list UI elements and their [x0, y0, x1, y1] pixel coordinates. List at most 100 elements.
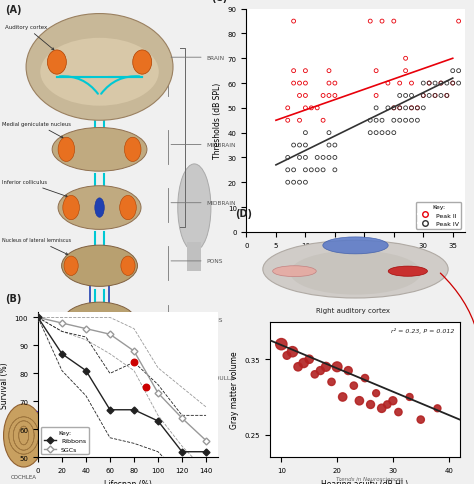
Point: [333, 363, 341, 371]
Point: [331, 80, 338, 88]
Point: [402, 117, 410, 125]
Point: [356, 397, 363, 405]
Ellipse shape: [52, 128, 147, 172]
Point: [396, 92, 403, 100]
Point: [311, 371, 319, 378]
Point: [408, 105, 415, 112]
Point: [383, 401, 391, 408]
Point: [325, 92, 333, 100]
X-axis label: Age (Years): Age (Years): [334, 254, 377, 262]
Point: [305, 356, 313, 363]
Ellipse shape: [26, 15, 173, 121]
Point: [130, 359, 138, 366]
Point: [361, 375, 369, 382]
Point: [455, 68, 463, 76]
Point: [455, 80, 463, 88]
Ellipse shape: [95, 198, 104, 218]
Point: [296, 154, 303, 162]
Legend: Ribbons, SGCs: Ribbons, SGCs: [41, 427, 89, 454]
Point: [296, 142, 303, 150]
Point: [378, 117, 386, 125]
Point: [290, 166, 297, 174]
Point: [284, 179, 292, 187]
Point: [325, 68, 333, 76]
Text: Trends in Neurosciences: Trends in Neurosciences: [336, 476, 403, 481]
Ellipse shape: [62, 246, 137, 287]
Point: [437, 80, 445, 88]
Point: [434, 405, 441, 412]
Bar: [187, 242, 201, 271]
Point: [406, 393, 413, 401]
Point: [350, 382, 357, 390]
Point: [437, 80, 445, 88]
Point: [402, 55, 410, 63]
Ellipse shape: [119, 196, 137, 220]
Point: [402, 68, 410, 76]
Ellipse shape: [47, 51, 66, 75]
Point: [366, 130, 374, 137]
Text: (C): (C): [211, 0, 228, 3]
Text: Auditory cortex: Auditory cortex: [5, 25, 54, 51]
Point: [396, 105, 403, 112]
Point: [431, 92, 439, 100]
Ellipse shape: [290, 251, 421, 295]
Point: [373, 390, 380, 397]
Ellipse shape: [66, 363, 133, 402]
Text: (A): (A): [5, 5, 21, 15]
Point: [373, 68, 380, 76]
Point: [408, 80, 415, 88]
Point: [431, 92, 439, 100]
Point: [301, 105, 309, 112]
Point: [339, 393, 346, 401]
Point: [443, 80, 451, 88]
Point: [283, 352, 291, 360]
Point: [301, 166, 309, 174]
Point: [296, 117, 303, 125]
Point: [325, 142, 333, 150]
Point: [296, 179, 303, 187]
Point: [301, 92, 309, 100]
Point: [290, 179, 297, 187]
Point: [319, 166, 327, 174]
Ellipse shape: [178, 165, 211, 252]
Point: [390, 105, 398, 112]
Point: [373, 117, 380, 125]
Point: [396, 117, 403, 125]
Point: [389, 397, 397, 405]
Point: [425, 80, 433, 88]
Point: [331, 142, 338, 150]
Point: [296, 80, 303, 88]
Text: COCHLEA: COCHLEA: [11, 474, 36, 479]
Point: [317, 367, 324, 375]
Point: [449, 80, 456, 88]
Point: [367, 401, 374, 408]
Point: [373, 130, 380, 137]
Text: Inferior colliculus: Inferior colliculus: [2, 180, 68, 197]
Point: [402, 105, 410, 112]
Y-axis label: Survival (%): Survival (%): [0, 362, 9, 408]
Text: PONS: PONS: [206, 317, 223, 322]
Point: [373, 105, 380, 112]
Point: [408, 105, 415, 112]
Ellipse shape: [62, 302, 137, 346]
Text: MIDBRAIN: MIDBRAIN: [206, 143, 236, 148]
Text: MIDBRAIN: MIDBRAIN: [206, 201, 236, 206]
Point: [308, 105, 315, 112]
Point: [384, 105, 392, 112]
Point: [395, 408, 402, 416]
Ellipse shape: [40, 39, 159, 106]
Point: [417, 416, 425, 424]
Ellipse shape: [3, 404, 44, 467]
Point: [284, 154, 292, 162]
X-axis label: Hearing acuity (dB HL): Hearing acuity (dB HL): [321, 479, 409, 484]
Point: [414, 105, 421, 112]
Ellipse shape: [64, 257, 78, 276]
Point: [419, 80, 427, 88]
Point: [396, 80, 403, 88]
Point: [328, 378, 335, 386]
Ellipse shape: [121, 257, 135, 276]
Y-axis label: Thresholds (dB SPL): Thresholds (dB SPL): [213, 83, 222, 159]
Point: [290, 142, 297, 150]
Point: [419, 105, 427, 112]
Point: [396, 105, 403, 112]
